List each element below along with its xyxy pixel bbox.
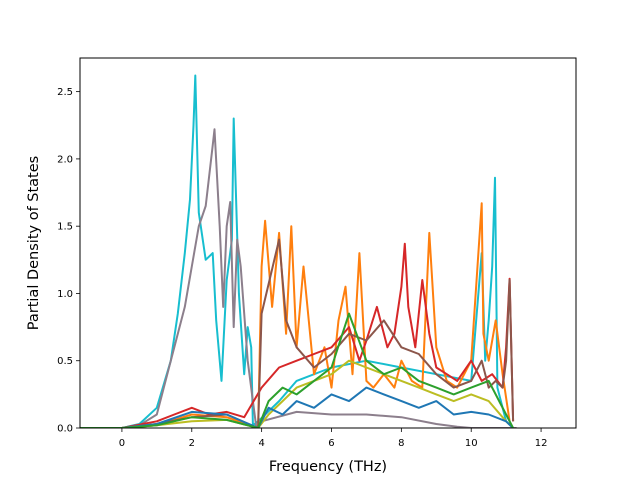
series-line-8	[80, 312, 514, 428]
x-axis-label: Frequency (THz)	[269, 459, 387, 475]
x-tick-label: 0	[119, 438, 125, 449]
series-line-3	[80, 202, 511, 428]
y-axis-label: Partial Density of States	[26, 156, 42, 330]
x-axis-ticks: 0 2 4 6 8 10 12	[119, 428, 548, 449]
x-tick-label: 10	[465, 438, 478, 449]
series-line-6	[80, 359, 514, 428]
y-tick-label: 0.0	[57, 424, 73, 435]
series-line-2	[80, 128, 517, 428]
series-layer	[80, 74, 517, 428]
y-tick-label: 0.5	[57, 356, 73, 367]
x-tick-label: 4	[258, 438, 264, 449]
x-tick-label: 2	[189, 438, 195, 449]
series-line-7	[80, 386, 514, 428]
x-tick-label: 8	[398, 438, 404, 449]
x-tick-label: 12	[535, 438, 548, 449]
y-tick-label: 2.5	[57, 87, 73, 98]
y-axis-ticks: 0.0 0.5 1.0 1.5 2.0 2.5	[57, 87, 80, 435]
plot-frame	[79, 57, 577, 429]
x-tick-label: 6	[328, 438, 334, 449]
series-line-4	[80, 242, 515, 428]
y-tick-label: 1.0	[57, 289, 73, 300]
y-tick-label: 1.5	[57, 222, 73, 233]
y-tick-label: 2.0	[57, 154, 73, 165]
